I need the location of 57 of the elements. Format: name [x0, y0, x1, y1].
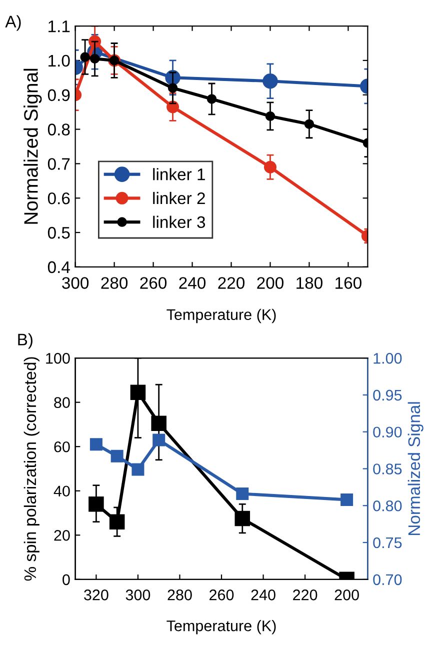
- point: [152, 434, 166, 446]
- y-axis-title: % spin polarization (corrected): [24, 357, 40, 581]
- point: [90, 438, 102, 451]
- x-tick-label: 280: [168, 590, 192, 600]
- y2-tick-label: 0.80: [373, 500, 402, 512]
- y2-axis-title: Normalized Signal: [408, 402, 424, 535]
- x-tick-label: 160: [336, 277, 362, 289]
- legend-label: linker 1: [153, 168, 205, 180]
- y-tick-label: 0.6: [48, 192, 70, 204]
- point: [236, 488, 249, 500]
- x-tick-label: 280: [101, 277, 128, 289]
- point: [109, 514, 125, 530]
- point: [130, 384, 146, 400]
- y-axis-title: Normalized Signal: [24, 68, 42, 224]
- x-tick-label: 220: [293, 590, 318, 600]
- x-tick-label: 180: [296, 277, 322, 289]
- y-tick-label: 1.1: [48, 20, 70, 32]
- y-tick-label: 100: [46, 352, 70, 364]
- y-tick-label: 20: [54, 530, 70, 541]
- y-tick-label: 0.4: [48, 261, 70, 274]
- y-tick-label: 0.9: [48, 89, 70, 102]
- x-axis-title: Temperature (K): [166, 620, 276, 634]
- y-tick-label: 0.8: [48, 124, 70, 136]
- x-tick-label: 240: [179, 277, 206, 289]
- y2-tick-label: 1.00: [374, 352, 402, 364]
- y-tick-label: 0.5: [48, 226, 70, 239]
- legend-label: linker 2: [153, 192, 205, 204]
- y-tick-label: 1.0: [48, 54, 70, 67]
- point: [234, 510, 250, 526]
- x-tick-label: 300: [126, 590, 150, 600]
- y-tick-label: 60: [54, 441, 70, 452]
- legend-label: linker 3: [153, 216, 206, 228]
- chart-title: B): [18, 333, 32, 349]
- y-tick-label: 0: [62, 574, 70, 586]
- x-tick-label: 260: [210, 590, 234, 600]
- x-tick-label: 220: [218, 277, 244, 289]
- y2-tick-label: 0.85: [373, 464, 402, 474]
- x-tick-label: 320: [84, 590, 108, 600]
- y-tick-label: 80: [54, 397, 70, 408]
- chart-title: A): [5, 15, 21, 31]
- y2-tick-label: 0.90: [373, 426, 402, 438]
- x-tick-label: 240: [251, 590, 276, 600]
- x-tick-label: 300: [62, 277, 89, 289]
- y2-tick-label: 0.75: [373, 537, 402, 548]
- x-tick-label: 200: [257, 277, 284, 289]
- point: [340, 493, 354, 506]
- y2-tick-label: 0.70: [373, 574, 402, 586]
- y-tick-label: 40: [54, 486, 70, 497]
- point: [151, 416, 166, 431]
- y-tick-label: 0.7: [48, 158, 70, 170]
- point: [110, 450, 124, 462]
- y2-tick-label: 0.95: [373, 390, 402, 401]
- point: [88, 496, 104, 512]
- x-tick-label: 260: [140, 277, 167, 289]
- x-tick-label: 200: [334, 590, 359, 600]
- point: [132, 463, 144, 476]
- x-axis-title: Temperature (K): [166, 308, 276, 324]
